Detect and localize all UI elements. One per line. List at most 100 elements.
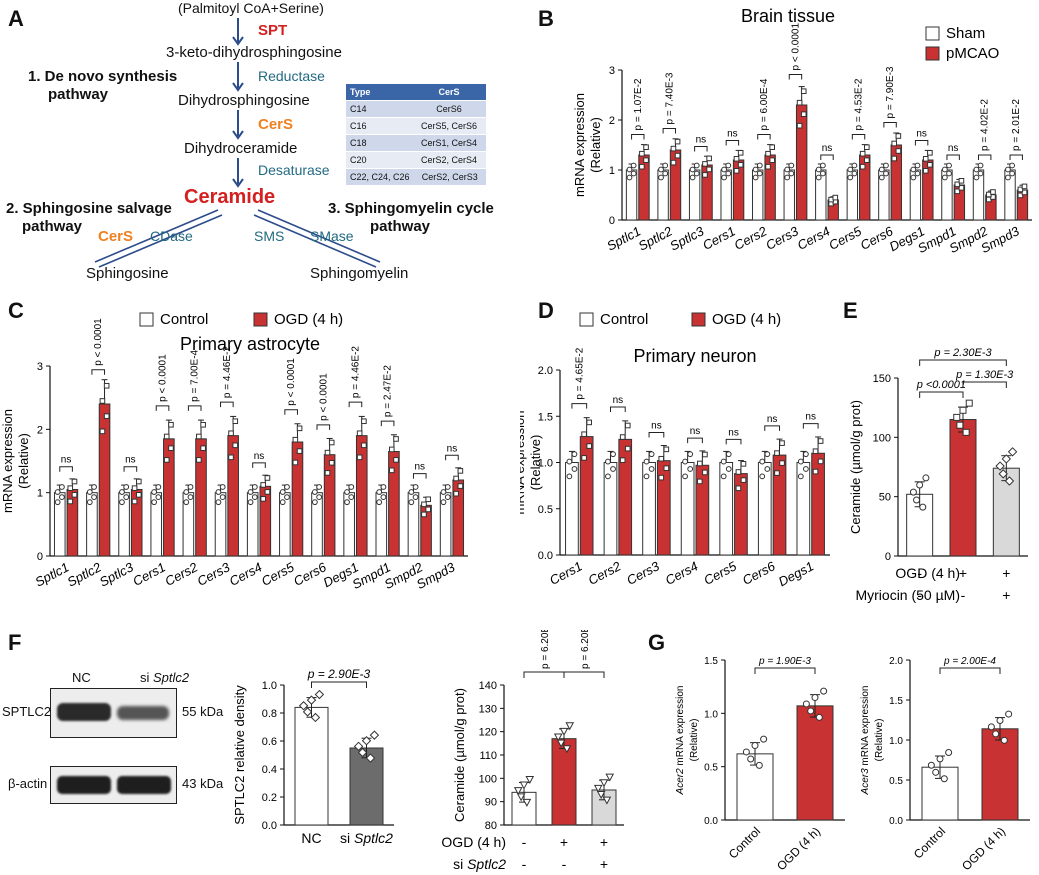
category-label: Sptlc1 — [33, 559, 72, 589]
data-point — [302, 707, 313, 717]
sig-bracket — [914, 140, 929, 146]
sig-label: ns — [414, 462, 425, 473]
category-label: Sptlc3 — [97, 559, 137, 590]
smase-label: SMase — [310, 228, 354, 244]
data-point — [626, 174, 633, 181]
data-point — [316, 484, 323, 490]
sig-label: ns — [727, 129, 738, 140]
data-point — [779, 440, 785, 446]
row-label: si Sptlc2 — [453, 856, 506, 872]
legend-swatch — [579, 312, 594, 327]
sig-label: p < 0.0001 — [790, 23, 801, 71]
sig-label: p = 6.20E-3 — [580, 630, 591, 669]
data-point — [408, 499, 415, 506]
arrow-3 — [232, 110, 244, 140]
data-point — [733, 168, 740, 174]
data-point — [408, 489, 415, 495]
row-sign: + — [600, 834, 608, 850]
category-label: Cers5 — [701, 558, 739, 588]
sig-label: p = 4.02E-2 — [980, 99, 991, 151]
sig-label: p < 0.0001 — [158, 354, 169, 402]
data-point — [412, 484, 419, 490]
bar-treatment — [227, 435, 239, 557]
y-axis-label: Acer2 mRNA expression (Relative) — [675, 686, 700, 796]
data-point — [599, 779, 609, 788]
data-point — [919, 503, 927, 511]
category-label: Sptlc2 — [65, 559, 105, 590]
data-point — [990, 189, 996, 195]
data-point — [232, 418, 239, 425]
category-label: Cers1 — [130, 559, 168, 589]
data-point — [735, 469, 742, 475]
sig-label: ns — [948, 143, 959, 154]
data-point — [586, 443, 592, 449]
data-point — [689, 174, 696, 181]
data-point — [380, 484, 387, 490]
sig-label: ns — [728, 427, 739, 438]
data-point — [735, 485, 742, 492]
data-point — [737, 162, 744, 168]
data-point — [720, 458, 727, 465]
chart-ceramide-myriocin: 0 50 100 150 Ceramide (µmol/g prot) p <0.0001… — [848, 347, 1028, 603]
category-label: Control — [911, 824, 948, 861]
cers-table-row-cell: C18 — [350, 138, 367, 148]
reductase-label: Reductase — [258, 68, 325, 84]
data-point — [706, 166, 712, 173]
data-point — [1017, 192, 1024, 199]
data-point — [279, 499, 286, 506]
sig-bracket — [187, 405, 202, 411]
data-point — [812, 468, 819, 475]
data-point — [155, 484, 162, 490]
chart-title: Primary astrocyte — [180, 334, 320, 354]
data-point — [324, 470, 331, 476]
data-point — [388, 467, 395, 474]
data-point — [457, 468, 464, 474]
data-point — [774, 450, 780, 456]
y-tick-label: 140 — [479, 680, 497, 692]
sig-bracket — [962, 381, 1007, 388]
arrow-1 — [232, 18, 244, 46]
panel-label-a: A — [8, 6, 24, 31]
sig-label: p = 2.47E-2 — [383, 365, 394, 417]
cers-table-row: C14 CerS6 — [346, 101, 486, 118]
data-point — [571, 451, 578, 458]
data-point — [626, 166, 633, 173]
y-tick-label: 1.5 — [538, 411, 553, 423]
data-point — [1021, 189, 1028, 196]
sig-bracket — [851, 134, 866, 140]
data-point — [851, 162, 858, 169]
data-point — [513, 787, 523, 796]
data-point — [344, 489, 350, 495]
data-point — [658, 174, 664, 181]
data-point — [71, 492, 78, 498]
y-tick-label: 1 — [37, 488, 43, 500]
chart-title: Brain tissue — [741, 6, 835, 26]
data-point — [954, 181, 961, 188]
sig-bracket — [757, 134, 771, 140]
data-point — [725, 451, 732, 458]
data-point — [796, 122, 803, 129]
cers-salvage-label: CerS — [98, 228, 134, 245]
data-point — [725, 170, 732, 177]
sig-label: p < 0.0001 — [318, 373, 329, 421]
sig-label: p = 4.46E-2 — [350, 346, 361, 398]
wb-si-label: si Sptlc2 — [140, 670, 189, 685]
data-point — [883, 170, 889, 177]
data-point — [99, 398, 106, 404]
data-point — [760, 735, 768, 743]
path3-line1: 3. Sphingomyelin cycle — [328, 200, 494, 217]
data-point — [58, 484, 65, 490]
data-point — [196, 433, 202, 440]
category-label: OGD (4 h) — [959, 824, 1008, 873]
data-point — [219, 494, 226, 501]
data-point — [682, 473, 688, 480]
bar-treatment — [195, 438, 207, 557]
row-sign: + — [560, 834, 568, 850]
data-point — [774, 470, 780, 476]
category-label: Cers3 — [624, 558, 662, 588]
sig-bracket — [648, 432, 665, 438]
data-point — [721, 174, 727, 181]
bar-treatment — [355, 435, 368, 557]
bar-treatment — [811, 452, 825, 556]
sig-label: p = 2.00E-4 — [943, 656, 996, 667]
